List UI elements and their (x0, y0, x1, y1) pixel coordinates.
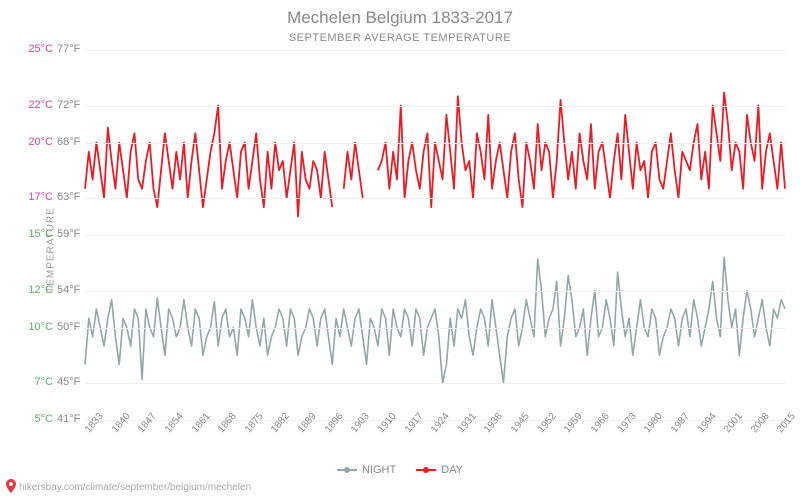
chart-subtitle: SEPTEMBER AVERAGE TEMPERATURE (289, 32, 511, 44)
legend-item-day: DAY (416, 464, 463, 476)
y-tick-fahrenheit: 72°F (57, 99, 80, 111)
y-tick-fahrenheit: 50°F (57, 321, 80, 333)
y-tick-celsius: 7°C (23, 376, 53, 388)
plot-area (85, 50, 785, 420)
y-tick-celsius: 25°C (23, 43, 53, 55)
chart-title: Mechelen Belgium 1833-2017 (287, 8, 513, 28)
legend-label-day: DAY (441, 464, 463, 476)
legend-marker-night (337, 469, 357, 471)
y-tick-celsius: 5°C (23, 413, 53, 425)
y-tick-celsius: 17°C (23, 191, 53, 203)
source-attribution: hikersbay.com/climate/september/belgium/… (6, 479, 251, 496)
pin-icon (6, 479, 16, 496)
legend-item-night: NIGHT (337, 464, 396, 476)
legend-marker-day (416, 469, 436, 471)
chart-container: Mechelen Belgium 1833-2017 SEPTEMBER AVE… (0, 0, 800, 500)
y-tick-fahrenheit: 45°F (57, 376, 80, 388)
y-tick-fahrenheit: 59°F (57, 228, 80, 240)
source-url: hikersbay.com/climate/september/belgium/… (19, 482, 251, 493)
y-tick-fahrenheit: 41°F (57, 413, 80, 425)
y-tick-fahrenheit: 68°F (57, 136, 80, 148)
y-tick-celsius: 12°C (23, 284, 53, 296)
y-tick-fahrenheit: 77°F (57, 43, 80, 55)
y-tick-celsius: 15°C (23, 228, 53, 240)
y-tick-celsius: 20°C (23, 136, 53, 148)
legend-label-night: NIGHT (362, 464, 396, 476)
legend: NIGHT DAY (337, 464, 463, 476)
y-axis-label: TEMPERATURE (45, 207, 56, 293)
y-tick-fahrenheit: 63°F (57, 191, 80, 203)
y-tick-celsius: 22°C (23, 99, 53, 111)
y-tick-celsius: 10°C (23, 321, 53, 333)
y-tick-fahrenheit: 54°F (57, 284, 80, 296)
